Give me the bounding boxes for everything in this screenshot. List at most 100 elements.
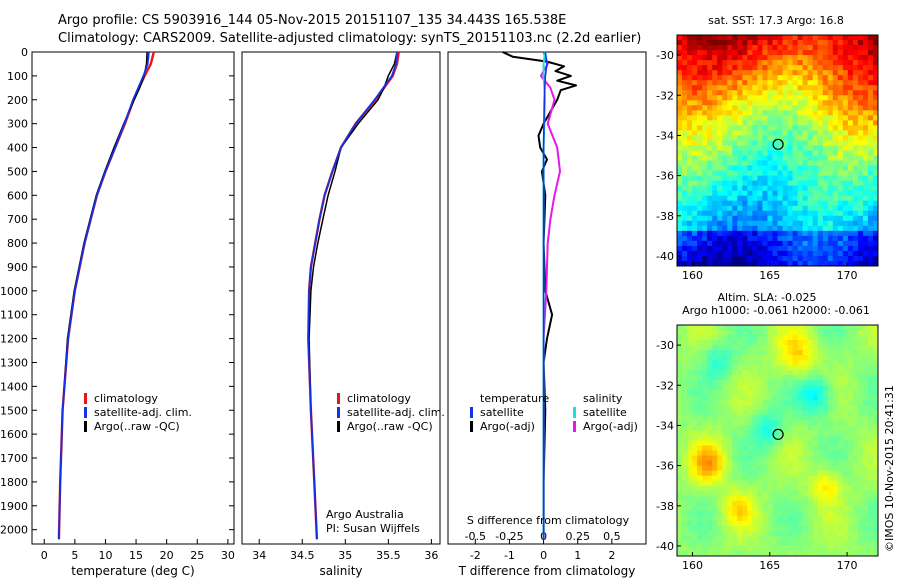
heatmap-cell xyxy=(787,210,794,217)
heatmap-cell xyxy=(817,60,824,66)
map-xtick-label: 170 xyxy=(837,559,858,572)
heatmap-cell xyxy=(752,540,759,547)
heatmap-cell xyxy=(727,65,733,71)
heatmap-cell xyxy=(787,410,794,416)
heatmap-cell xyxy=(747,230,753,237)
heatmap-cell xyxy=(707,465,713,472)
heatmap-cell xyxy=(857,340,864,346)
heatmap-cell xyxy=(717,525,723,532)
heatmap-cell xyxy=(807,125,814,132)
heatmap-cell xyxy=(842,425,849,432)
heatmap-cell xyxy=(702,105,708,111)
heatmap-cell xyxy=(792,385,799,391)
heatmap-cell xyxy=(687,170,693,177)
heatmap-cell xyxy=(767,375,774,381)
heatmap-cell xyxy=(767,530,774,537)
heatmap-cell xyxy=(777,340,784,346)
heatmap-cell xyxy=(842,460,849,467)
heatmap-cell xyxy=(752,420,759,427)
heatmap-cell xyxy=(842,395,849,401)
heatmap-cell xyxy=(712,45,718,51)
heatmap-cell xyxy=(872,200,878,207)
heatmap-cell xyxy=(832,260,839,266)
heatmap-cell xyxy=(732,390,738,396)
heatmap-cell xyxy=(777,50,784,56)
ytick-label: 900 xyxy=(7,261,28,274)
heatmap-cell xyxy=(867,125,874,132)
heatmap-cell xyxy=(872,135,878,142)
heatmap-cell xyxy=(792,340,799,346)
heatmap-cell xyxy=(777,400,784,406)
heatmap-cell xyxy=(732,380,738,386)
heatmap-cell xyxy=(837,450,844,457)
heatmap-cell xyxy=(697,450,703,457)
heatmap-cell xyxy=(797,240,804,247)
heatmap-cell xyxy=(867,105,874,111)
heatmap-cell xyxy=(682,475,688,482)
heatmap-cell xyxy=(752,345,759,351)
heatmap-cell xyxy=(722,360,728,366)
heatmap-cell xyxy=(717,235,723,242)
salinity-legend-label: Argo(..raw -QC) xyxy=(347,420,433,433)
heatmap-cell xyxy=(872,60,878,66)
heatmap-cell xyxy=(822,115,829,121)
heatmap-cell xyxy=(807,200,814,207)
heatmap-cell xyxy=(747,370,753,376)
heatmap-cell xyxy=(742,195,748,202)
heatmap-cell xyxy=(722,120,728,126)
heatmap-cell xyxy=(842,430,849,437)
heatmap-cell xyxy=(837,510,844,517)
heatmap-cell xyxy=(872,160,878,167)
heatmap-cell xyxy=(737,330,743,336)
heatmap-cell xyxy=(797,155,804,162)
heatmap-cell xyxy=(722,415,728,422)
heatmap-cell xyxy=(862,45,869,51)
heatmap-cell xyxy=(722,170,728,177)
heatmap-cell xyxy=(802,385,809,391)
heatmap-cell xyxy=(832,445,839,452)
heatmap-cell xyxy=(747,480,753,487)
heatmap-cell xyxy=(687,220,693,227)
heatmap-cell xyxy=(692,330,698,336)
heatmap-cell xyxy=(807,345,814,351)
heatmap-cell xyxy=(857,180,864,187)
heatmap-cell xyxy=(817,440,824,447)
heatmap-cell xyxy=(742,440,748,447)
heatmap-cell xyxy=(737,355,743,361)
heatmap-cell xyxy=(867,380,874,386)
heatmap-cell xyxy=(792,220,799,227)
heatmap-cell xyxy=(777,175,784,182)
heatmap-cell xyxy=(822,465,829,472)
heatmap-cell xyxy=(772,465,779,472)
heatmap-cell xyxy=(827,145,834,152)
heatmap-cell xyxy=(772,540,779,547)
heatmap-cell xyxy=(867,155,874,162)
heatmap-cell xyxy=(797,245,804,252)
heatmap-cell xyxy=(702,55,708,61)
heatmap-cell xyxy=(752,470,759,477)
heatmap-cell xyxy=(777,70,784,76)
heatmap-cell xyxy=(762,80,769,86)
heatmap-cell xyxy=(757,125,764,132)
heatmap-cell xyxy=(812,185,819,192)
heatmap-cell xyxy=(692,345,698,351)
heatmap-cell xyxy=(687,185,693,192)
heatmap-cell xyxy=(787,390,794,396)
heatmap-cell xyxy=(832,380,839,386)
heatmap-cell xyxy=(712,115,718,121)
heatmap-cell xyxy=(847,170,854,177)
heatmap-cell xyxy=(787,380,794,386)
heatmap-cell xyxy=(792,40,799,46)
heatmap-cell xyxy=(817,170,824,177)
heatmap-cell xyxy=(777,180,784,187)
heatmap-cell xyxy=(762,325,769,331)
heatmap-cell xyxy=(817,450,824,457)
heatmap-cell xyxy=(832,385,839,391)
heatmap-cell xyxy=(697,360,703,366)
heatmap-cell xyxy=(792,245,799,252)
heatmap-cell xyxy=(692,155,698,162)
heatmap-cell xyxy=(837,255,844,262)
heatmap-cell xyxy=(707,455,713,462)
heatmap-cell xyxy=(817,530,824,537)
heatmap-cell xyxy=(857,70,864,76)
